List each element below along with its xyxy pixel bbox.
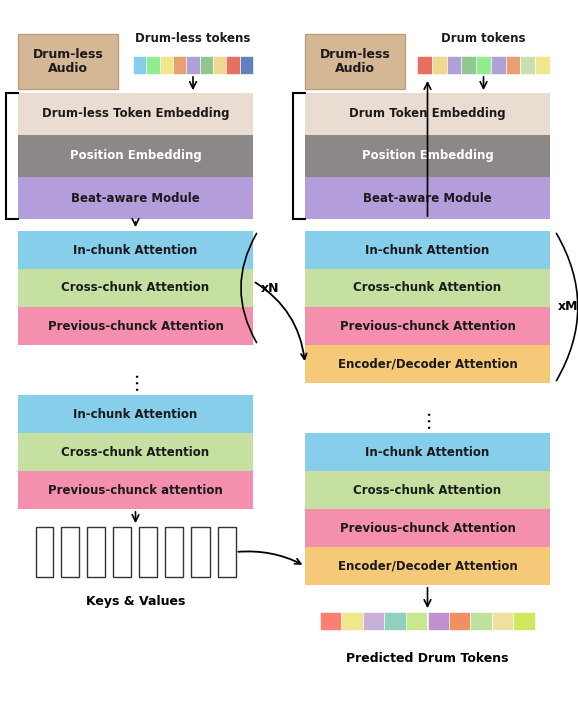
- FancyBboxPatch shape: [363, 612, 384, 630]
- FancyBboxPatch shape: [227, 56, 240, 74]
- FancyBboxPatch shape: [520, 56, 535, 74]
- FancyBboxPatch shape: [432, 56, 447, 74]
- FancyBboxPatch shape: [305, 471, 550, 509]
- FancyBboxPatch shape: [428, 612, 449, 630]
- FancyBboxPatch shape: [449, 612, 470, 630]
- Text: Drum-less
Audio: Drum-less Audio: [320, 48, 390, 75]
- Text: Drum-less Token Embedding: Drum-less Token Embedding: [42, 107, 229, 120]
- FancyBboxPatch shape: [217, 527, 235, 577]
- FancyBboxPatch shape: [447, 56, 461, 74]
- FancyBboxPatch shape: [417, 56, 432, 74]
- Text: Previous-chunck attention: Previous-chunck attention: [48, 484, 223, 497]
- FancyBboxPatch shape: [35, 527, 54, 577]
- FancyBboxPatch shape: [305, 269, 550, 307]
- Text: Keys & Values: Keys & Values: [86, 596, 185, 608]
- Text: Encoder/Decoder Attention: Encoder/Decoder Attention: [338, 560, 517, 573]
- FancyBboxPatch shape: [305, 433, 550, 471]
- Text: Position Embedding: Position Embedding: [362, 149, 494, 162]
- FancyBboxPatch shape: [18, 307, 253, 345]
- FancyBboxPatch shape: [406, 612, 428, 630]
- FancyBboxPatch shape: [160, 56, 173, 74]
- FancyBboxPatch shape: [113, 527, 132, 577]
- Text: In-chunk Attention: In-chunk Attention: [365, 243, 490, 256]
- Text: Drum-less
Audio: Drum-less Audio: [32, 48, 103, 75]
- FancyBboxPatch shape: [305, 307, 550, 345]
- FancyBboxPatch shape: [18, 93, 253, 135]
- Text: In-chunk Attention: In-chunk Attention: [73, 243, 198, 256]
- FancyBboxPatch shape: [133, 56, 146, 74]
- FancyBboxPatch shape: [305, 93, 550, 135]
- Text: Cross-chunk Attention: Cross-chunk Attention: [353, 282, 502, 295]
- FancyBboxPatch shape: [305, 345, 550, 383]
- FancyBboxPatch shape: [320, 612, 342, 630]
- FancyBboxPatch shape: [305, 177, 550, 219]
- FancyBboxPatch shape: [18, 395, 253, 433]
- FancyBboxPatch shape: [461, 56, 476, 74]
- Text: Cross-chunk Attention: Cross-chunk Attention: [353, 484, 502, 497]
- FancyBboxPatch shape: [139, 527, 157, 577]
- FancyBboxPatch shape: [470, 612, 492, 630]
- Text: Cross-chunk Attention: Cross-chunk Attention: [61, 445, 210, 458]
- FancyBboxPatch shape: [213, 56, 227, 74]
- FancyBboxPatch shape: [146, 56, 160, 74]
- Text: Position Embedding: Position Embedding: [69, 149, 201, 162]
- FancyBboxPatch shape: [18, 471, 253, 509]
- FancyBboxPatch shape: [305, 135, 550, 177]
- Text: Drum-less tokens: Drum-less tokens: [135, 33, 251, 46]
- FancyBboxPatch shape: [513, 612, 535, 630]
- Text: Previous-chunck Attention: Previous-chunck Attention: [339, 319, 516, 332]
- Text: Cross-chunk Attention: Cross-chunk Attention: [61, 282, 210, 295]
- FancyBboxPatch shape: [173, 56, 186, 74]
- Text: In-chunk Attention: In-chunk Attention: [365, 445, 490, 458]
- FancyBboxPatch shape: [384, 612, 406, 630]
- Text: Beat-aware Module: Beat-aware Module: [71, 192, 200, 204]
- Text: Encoder/Decoder Attention: Encoder/Decoder Attention: [338, 358, 517, 371]
- FancyBboxPatch shape: [18, 34, 118, 89]
- FancyBboxPatch shape: [18, 269, 253, 307]
- Text: Drum Token Embedding: Drum Token Embedding: [349, 107, 506, 120]
- FancyBboxPatch shape: [305, 547, 550, 585]
- Text: xN: xN: [261, 282, 280, 295]
- Text: In-chunk Attention: In-chunk Attention: [73, 408, 198, 421]
- FancyBboxPatch shape: [506, 56, 520, 74]
- FancyBboxPatch shape: [186, 56, 199, 74]
- FancyBboxPatch shape: [492, 612, 513, 630]
- FancyBboxPatch shape: [165, 527, 183, 577]
- Text: Drum tokens: Drum tokens: [441, 33, 526, 46]
- Text: Beat-aware Module: Beat-aware Module: [363, 192, 492, 204]
- Text: Predicted Drum Tokens: Predicted Drum Tokens: [346, 652, 509, 665]
- FancyBboxPatch shape: [342, 612, 363, 630]
- Text: ⋯: ⋯: [126, 370, 145, 390]
- FancyBboxPatch shape: [18, 177, 253, 219]
- Text: ⋯: ⋯: [418, 408, 437, 428]
- Text: xM: xM: [558, 300, 578, 313]
- FancyBboxPatch shape: [491, 56, 506, 74]
- FancyBboxPatch shape: [476, 56, 491, 74]
- Text: Previous-chunck Attention: Previous-chunck Attention: [339, 521, 516, 534]
- FancyBboxPatch shape: [18, 135, 253, 177]
- Text: Previous-chunck Attention: Previous-chunck Attention: [47, 319, 224, 332]
- FancyBboxPatch shape: [18, 231, 253, 269]
- FancyBboxPatch shape: [305, 34, 405, 89]
- FancyBboxPatch shape: [240, 56, 253, 74]
- FancyBboxPatch shape: [87, 527, 106, 577]
- FancyBboxPatch shape: [61, 527, 80, 577]
- FancyBboxPatch shape: [191, 527, 209, 577]
- FancyBboxPatch shape: [535, 56, 550, 74]
- FancyBboxPatch shape: [305, 231, 550, 269]
- FancyBboxPatch shape: [18, 433, 253, 471]
- FancyBboxPatch shape: [305, 509, 550, 547]
- FancyBboxPatch shape: [199, 56, 213, 74]
